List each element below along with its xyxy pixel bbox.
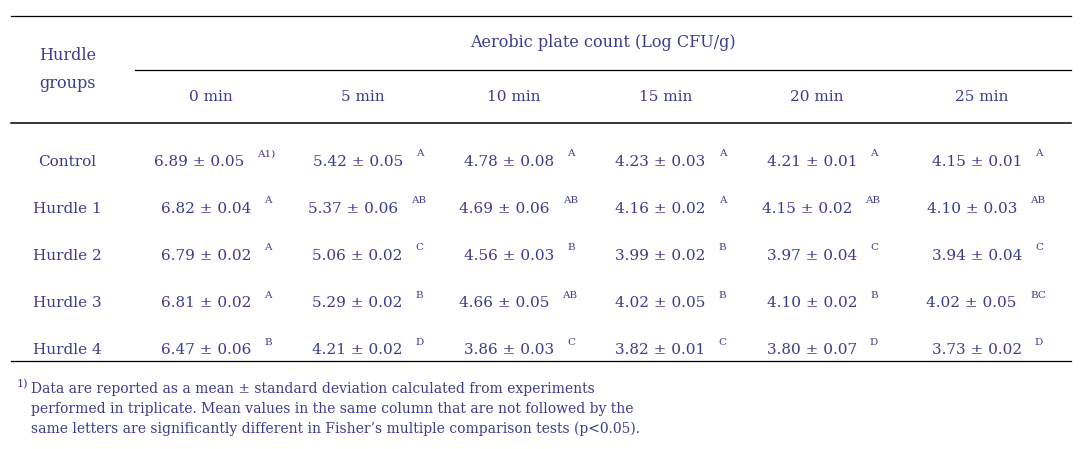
Text: D: D bbox=[870, 338, 878, 347]
Text: Hurdle 1: Hurdle 1 bbox=[34, 202, 102, 216]
Text: 4.69 ± 0.06: 4.69 ± 0.06 bbox=[459, 202, 550, 216]
Text: C: C bbox=[567, 338, 575, 347]
Text: Hurdle 3: Hurdle 3 bbox=[34, 296, 102, 310]
Text: 6.82 ± 0.04: 6.82 ± 0.04 bbox=[161, 202, 251, 216]
Text: 5.29 ± 0.02: 5.29 ± 0.02 bbox=[313, 296, 403, 310]
Text: 4.21 ± 0.02: 4.21 ± 0.02 bbox=[312, 343, 403, 357]
Text: 4.23 ± 0.03: 4.23 ± 0.03 bbox=[616, 154, 705, 169]
Text: 10 min: 10 min bbox=[487, 89, 541, 104]
Text: 4.16 ± 0.02: 4.16 ± 0.02 bbox=[616, 202, 705, 216]
Text: AB: AB bbox=[1030, 196, 1045, 205]
Text: 3.73 ± 0.02: 3.73 ± 0.02 bbox=[932, 343, 1021, 357]
Text: Aerobic plate count (Log CFU/g): Aerobic plate count (Log CFU/g) bbox=[471, 34, 736, 51]
Text: D: D bbox=[415, 338, 424, 347]
Text: B: B bbox=[718, 291, 726, 299]
Text: B: B bbox=[264, 338, 272, 347]
Text: 4.15 ± 0.01: 4.15 ± 0.01 bbox=[932, 154, 1022, 169]
Text: 4.66 ± 0.05: 4.66 ± 0.05 bbox=[459, 296, 550, 310]
Text: BC: BC bbox=[1030, 291, 1046, 299]
Text: AB: AB bbox=[411, 196, 426, 205]
Text: Control: Control bbox=[39, 154, 96, 169]
Text: AB: AB bbox=[563, 196, 578, 205]
Text: 15 min: 15 min bbox=[638, 89, 692, 104]
Text: A: A bbox=[870, 149, 878, 158]
Text: A: A bbox=[264, 243, 272, 252]
Text: B: B bbox=[870, 291, 878, 299]
Text: Data are reported as a mean ± standard deviation calculated from experiments
per: Data are reported as a mean ± standard d… bbox=[31, 382, 641, 436]
Text: A1): A1) bbox=[258, 149, 276, 158]
Text: 3.82 ± 0.01: 3.82 ± 0.01 bbox=[616, 343, 705, 357]
Text: AB: AB bbox=[563, 291, 578, 299]
Text: 5.37 ± 0.06: 5.37 ± 0.06 bbox=[307, 202, 398, 216]
Text: 4.15 ± 0.02: 4.15 ± 0.02 bbox=[762, 202, 853, 216]
Text: 5.42 ± 0.05: 5.42 ± 0.05 bbox=[313, 154, 403, 169]
Text: C: C bbox=[718, 338, 726, 347]
Text: 20 min: 20 min bbox=[790, 89, 844, 104]
Text: B: B bbox=[718, 243, 726, 252]
Text: B: B bbox=[415, 291, 423, 299]
Text: C: C bbox=[1035, 243, 1043, 252]
Text: 0 min: 0 min bbox=[189, 89, 233, 104]
Text: 4.78 ± 0.08: 4.78 ± 0.08 bbox=[464, 154, 554, 169]
Text: 6.79 ± 0.02: 6.79 ± 0.02 bbox=[161, 249, 251, 263]
Text: Hurdle
groups: Hurdle groups bbox=[39, 48, 96, 92]
Text: 4.02 ± 0.05: 4.02 ± 0.05 bbox=[926, 296, 1017, 310]
Text: 4.02 ± 0.05: 4.02 ± 0.05 bbox=[616, 296, 705, 310]
Text: 4.21 ± 0.01: 4.21 ± 0.01 bbox=[767, 154, 857, 169]
Text: D: D bbox=[1034, 338, 1043, 347]
Text: 3.99 ± 0.02: 3.99 ± 0.02 bbox=[616, 249, 705, 263]
Text: 3.97 ± 0.04: 3.97 ± 0.04 bbox=[767, 249, 857, 263]
Text: C: C bbox=[870, 243, 878, 252]
Text: 4.10 ± 0.02: 4.10 ± 0.02 bbox=[767, 296, 857, 310]
Text: 3.80 ± 0.07: 3.80 ± 0.07 bbox=[766, 343, 857, 357]
Text: 3.86 ± 0.03: 3.86 ± 0.03 bbox=[464, 343, 554, 357]
Text: 6.81 ± 0.02: 6.81 ± 0.02 bbox=[161, 296, 251, 310]
Text: A: A bbox=[264, 196, 272, 205]
Text: 5 min: 5 min bbox=[341, 89, 384, 104]
Text: Hurdle 4: Hurdle 4 bbox=[34, 343, 102, 357]
Text: 3.94 ± 0.04: 3.94 ± 0.04 bbox=[932, 249, 1021, 263]
Text: A: A bbox=[415, 149, 423, 158]
Text: AB: AB bbox=[866, 196, 881, 205]
Text: 5.06 ± 0.02: 5.06 ± 0.02 bbox=[312, 249, 403, 263]
Text: 1): 1) bbox=[16, 379, 28, 390]
Text: Hurdle 2: Hurdle 2 bbox=[34, 249, 102, 263]
Text: 4.56 ± 0.03: 4.56 ± 0.03 bbox=[464, 249, 554, 263]
Text: B: B bbox=[567, 243, 575, 252]
Text: C: C bbox=[415, 243, 424, 252]
Text: A: A bbox=[718, 196, 726, 205]
Text: A: A bbox=[718, 149, 726, 158]
Text: A: A bbox=[264, 291, 272, 299]
Text: 25 min: 25 min bbox=[955, 89, 1008, 104]
Text: 6.47 ± 0.06: 6.47 ± 0.06 bbox=[161, 343, 251, 357]
Text: A: A bbox=[1035, 149, 1043, 158]
Text: A: A bbox=[567, 149, 575, 158]
Text: 6.89 ± 0.05: 6.89 ± 0.05 bbox=[154, 154, 245, 169]
Text: 4.10 ± 0.03: 4.10 ± 0.03 bbox=[927, 202, 1017, 216]
